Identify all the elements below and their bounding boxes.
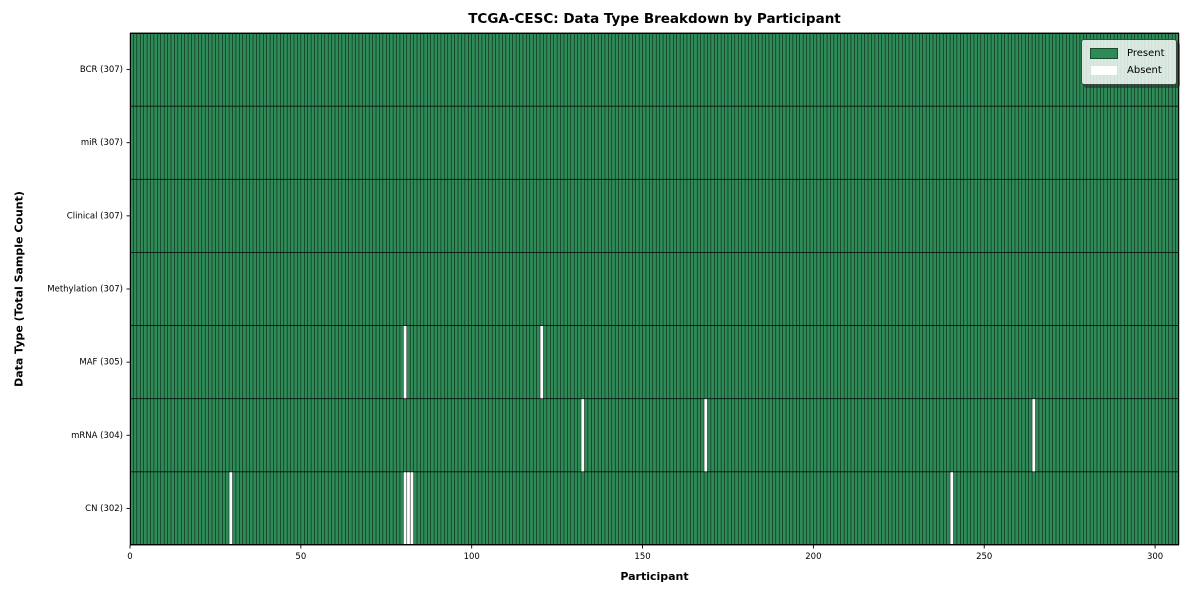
y-tick-label: MAF (305) [79,358,123,368]
legend: Present Absent [1081,39,1177,85]
x-tick-label: 150 [634,552,650,562]
plot-area: 0 50 100 150 200 250 300 BCR (307) miR (307) Clin… [47,32,1180,562]
y-axis-label: Data Type (Total Sample Count) [12,191,26,387]
legend-label-present: Present [1127,47,1165,59]
x-tick-label: 200 [805,552,821,562]
chart-title: TCGA-CESC: Data Type Breakdown by Partic… [468,11,841,27]
x-tick-label: 100 [464,552,480,562]
y-tick-label: Clinical (307) [67,211,123,221]
x-tick-label: 0 [127,552,132,562]
legend-swatch-present [1090,48,1118,59]
legend-label-absent: Absent [1127,64,1162,76]
legend-swatch-absent [1090,65,1118,76]
legend-item-present: Present [1090,48,1165,59]
x-tick-label: 250 [976,552,992,562]
legend-item-absent: Absent [1090,65,1165,76]
x-tick-label: 300 [1147,552,1163,562]
x-axis-label: Participant [620,570,689,583]
x-tick-label: 50 [295,552,306,562]
y-tick-label: BCR (307) [80,65,123,75]
y-tick-label: mRNA (304) [71,431,123,441]
y-tick-label: Methylation (307) [47,285,123,295]
y-tick-label: miR (307) [81,138,123,148]
y-tick-label: CN (302) [85,504,123,514]
